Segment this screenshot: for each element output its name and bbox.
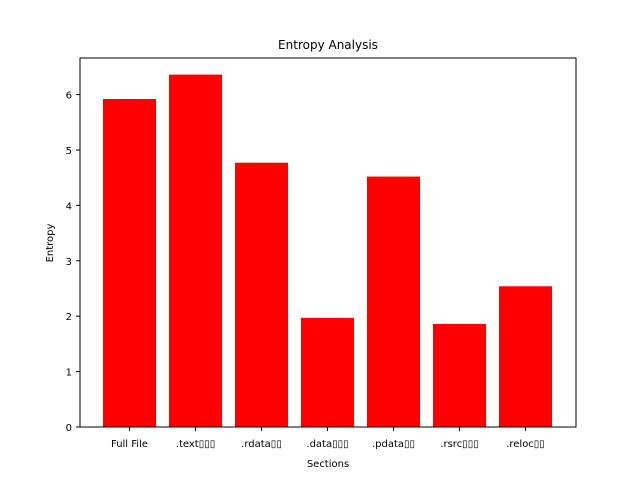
bar-4	[367, 176, 420, 427]
x-tick-label-4: .pdata▯▯	[372, 439, 415, 450]
y-tick-label-1: 1	[66, 368, 72, 379]
bar-0	[103, 99, 156, 427]
x-tick-label-2: .rdata▯▯	[241, 439, 282, 450]
x-tick-label-5: .rsrc▯▯▯	[440, 439, 478, 450]
bar-6	[499, 286, 552, 427]
bar-2	[235, 162, 288, 427]
y-tick-label-2: 2	[66, 312, 72, 323]
y-tick-label-6: 6	[66, 91, 72, 102]
y-axis-label: Entropy	[45, 223, 56, 262]
chart-title: Entropy Analysis	[278, 38, 378, 52]
x-tick-label-1: .text▯▯▯	[176, 439, 215, 450]
y-tick-label-4: 4	[66, 201, 72, 212]
x-tick-label-3: .data▯▯▯	[306, 439, 348, 450]
x-tick-label-6: .reloc▯▯	[506, 439, 545, 450]
y-tick-label-5: 5	[66, 146, 72, 157]
y-tick-label-3: 3	[66, 257, 72, 268]
bar-1	[169, 74, 222, 428]
x-tick-label-0: Full File	[111, 439, 148, 450]
bar-3	[301, 317, 354, 427]
x-axis: Full File .text▯▯▯ .rdata▯▯ .data▯▯▯ .pdata▯…	[111, 427, 545, 450]
bar-5	[433, 323, 486, 427]
y-axis: 0 1 2 3 4 5 6	[66, 91, 80, 434]
bars-group	[103, 74, 552, 428]
y-tick-label-0: 0	[66, 423, 72, 434]
x-axis-label: Sections	[307, 459, 349, 470]
